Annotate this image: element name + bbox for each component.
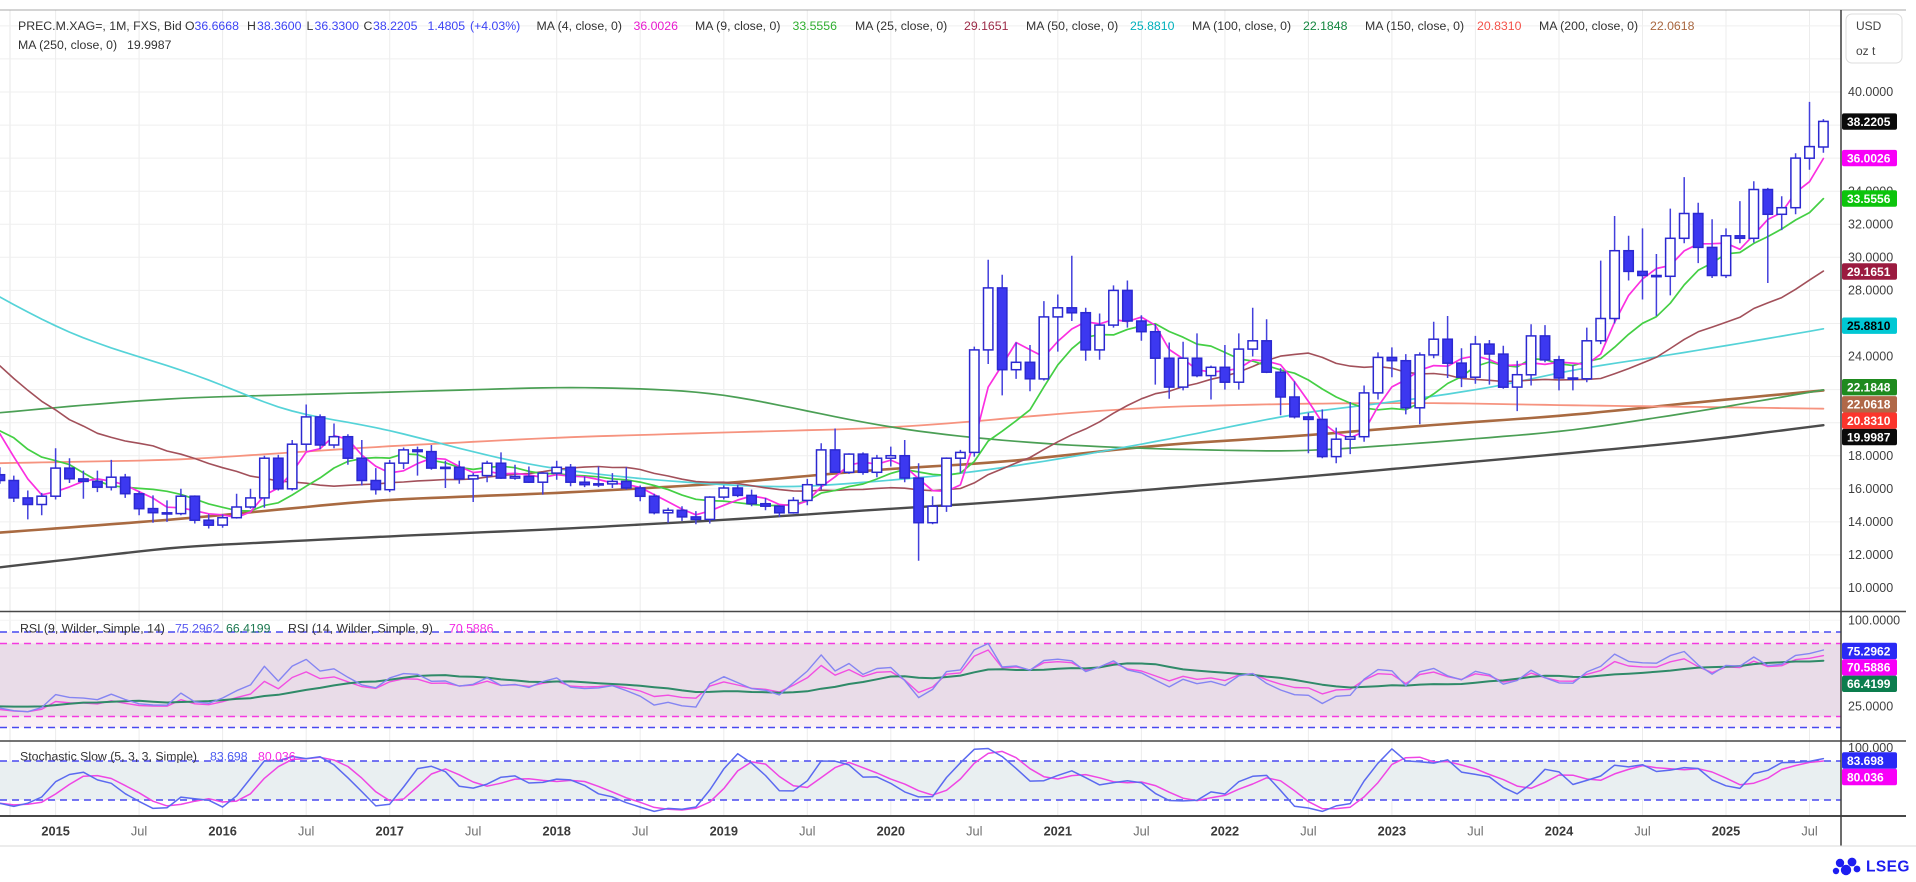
- svg-text:MA (100, close, 0): MA (100, close, 0): [1192, 19, 1291, 33]
- svg-text:2017: 2017: [375, 824, 403, 839]
- svg-text:83.698: 83.698: [210, 750, 248, 764]
- svg-text:10.0000: 10.0000: [1848, 581, 1893, 595]
- svg-text:38.3600: 38.3600: [257, 19, 302, 33]
- svg-text:RSI (14, Wilder, Simple, 9): RSI (14, Wilder, Simple, 9): [288, 622, 433, 636]
- svg-text:Jul: Jul: [1300, 824, 1316, 839]
- svg-text:14.0000: 14.0000: [1848, 515, 1893, 529]
- svg-text:Jul: Jul: [799, 824, 815, 839]
- svg-text:MA (250, close, 0): MA (250, close, 0): [18, 38, 117, 52]
- svg-text:70.5886: 70.5886: [1847, 661, 1891, 675]
- svg-text:80.036: 80.036: [1847, 770, 1884, 784]
- svg-text:2016: 2016: [208, 824, 236, 839]
- svg-text:Jul: Jul: [966, 824, 982, 839]
- svg-text:66.4199: 66.4199: [1847, 677, 1891, 691]
- svg-text:36.0026: 36.0026: [1847, 151, 1891, 165]
- svg-text:22.1848: 22.1848: [1303, 19, 1348, 33]
- svg-text:25.8810: 25.8810: [1130, 19, 1175, 33]
- svg-text:38.2205: 38.2205: [373, 19, 418, 33]
- svg-text:36.6668: 36.6668: [195, 19, 240, 33]
- svg-text:2025: 2025: [1712, 824, 1740, 839]
- svg-text:L: L: [307, 19, 314, 33]
- svg-text:36.3300: 36.3300: [315, 19, 360, 33]
- svg-text:36.0026: 36.0026: [634, 19, 679, 33]
- svg-text:22.0618: 22.0618: [1847, 398, 1891, 412]
- svg-text:12.0000: 12.0000: [1848, 548, 1893, 562]
- svg-text:22.1848: 22.1848: [1847, 381, 1891, 395]
- svg-text:100.0000: 100.0000: [1848, 613, 1900, 627]
- svg-text:25.8810: 25.8810: [1847, 319, 1891, 333]
- svg-text:MA (50, close, 0): MA (50, close, 0): [1026, 19, 1118, 33]
- svg-text:80.036: 80.036: [258, 750, 296, 764]
- svg-text:2021: 2021: [1044, 824, 1072, 839]
- svg-text:PREC.M.XAG=, 1M, FXS, Bid: PREC.M.XAG=, 1M, FXS, Bid: [18, 19, 182, 33]
- svg-text:MA (25, close, 0): MA (25, close, 0): [855, 19, 947, 33]
- svg-text:29.1651: 29.1651: [964, 19, 1009, 33]
- svg-text:Jul: Jul: [1133, 824, 1149, 839]
- svg-text:MA (4, close, 0): MA (4, close, 0): [537, 19, 622, 33]
- svg-text:MA (200, close, 0): MA (200, close, 0): [1539, 19, 1638, 33]
- svg-text:40.0000: 40.0000: [1848, 85, 1893, 99]
- svg-text:(+4.03%): (+4.03%): [470, 19, 520, 33]
- svg-text:70.5886: 70.5886: [449, 622, 494, 636]
- svg-text:30.0000: 30.0000: [1848, 251, 1893, 265]
- svg-text:LSEG: LSEG: [1866, 859, 1910, 876]
- svg-text:33.5556: 33.5556: [793, 19, 838, 33]
- svg-text:16.0000: 16.0000: [1848, 482, 1893, 496]
- svg-text:1.4805: 1.4805: [428, 19, 466, 33]
- svg-text:oz t: oz t: [1856, 44, 1876, 58]
- svg-text:20.8310: 20.8310: [1477, 19, 1522, 33]
- svg-text:Jul: Jul: [1801, 824, 1817, 839]
- svg-text:2023: 2023: [1378, 824, 1406, 839]
- svg-text:19.9987: 19.9987: [127, 38, 172, 52]
- svg-text:22.0618: 22.0618: [1650, 19, 1695, 33]
- svg-text:Jul: Jul: [1467, 824, 1483, 839]
- svg-text:Jul: Jul: [131, 824, 147, 839]
- svg-text:O: O: [185, 19, 195, 33]
- svg-text:RSI (9, Wilder, Simple, 14): RSI (9, Wilder, Simple, 14): [20, 622, 165, 636]
- svg-text:75.2962: 75.2962: [175, 622, 220, 636]
- svg-text:24.0000: 24.0000: [1848, 350, 1893, 364]
- svg-text:29.1651: 29.1651: [1847, 265, 1891, 279]
- svg-text:20.8310: 20.8310: [1847, 414, 1891, 428]
- svg-text:75.2962: 75.2962: [1847, 644, 1891, 658]
- svg-text:2015: 2015: [41, 824, 69, 839]
- svg-text:2018: 2018: [542, 824, 570, 839]
- svg-text:2024: 2024: [1545, 824, 1574, 839]
- svg-text:19.9987: 19.9987: [1847, 430, 1891, 444]
- svg-text:USD: USD: [1856, 19, 1882, 33]
- svg-text:MA (9, close, 0): MA (9, close, 0): [695, 19, 780, 33]
- svg-text:33.5556: 33.5556: [1847, 192, 1891, 206]
- svg-text:H: H: [247, 19, 256, 33]
- svg-text:Stochastic Slow (5, 3, 3, Simp: Stochastic Slow (5, 3, 3, Simple): [20, 750, 197, 764]
- svg-text:Jul: Jul: [465, 824, 481, 839]
- svg-text:25.0000: 25.0000: [1848, 700, 1893, 714]
- svg-text:Jul: Jul: [632, 824, 648, 839]
- svg-text:100.000: 100.000: [1848, 741, 1893, 755]
- svg-text:32.0000: 32.0000: [1848, 218, 1893, 232]
- svg-text:C: C: [364, 19, 373, 33]
- svg-text:18.0000: 18.0000: [1848, 449, 1893, 463]
- svg-text:83.698: 83.698: [1847, 754, 1884, 768]
- svg-text:Jul: Jul: [298, 824, 314, 839]
- svg-text:2019: 2019: [710, 824, 738, 839]
- svg-text:66.4199: 66.4199: [226, 622, 271, 636]
- svg-text:2022: 2022: [1211, 824, 1239, 839]
- svg-text:Jul: Jul: [1634, 824, 1650, 839]
- svg-text:28.0000: 28.0000: [1848, 284, 1893, 298]
- svg-text:38.2205: 38.2205: [1847, 115, 1891, 129]
- svg-text:2020: 2020: [877, 824, 905, 839]
- svg-text:MA (150, close, 0): MA (150, close, 0): [1365, 19, 1464, 33]
